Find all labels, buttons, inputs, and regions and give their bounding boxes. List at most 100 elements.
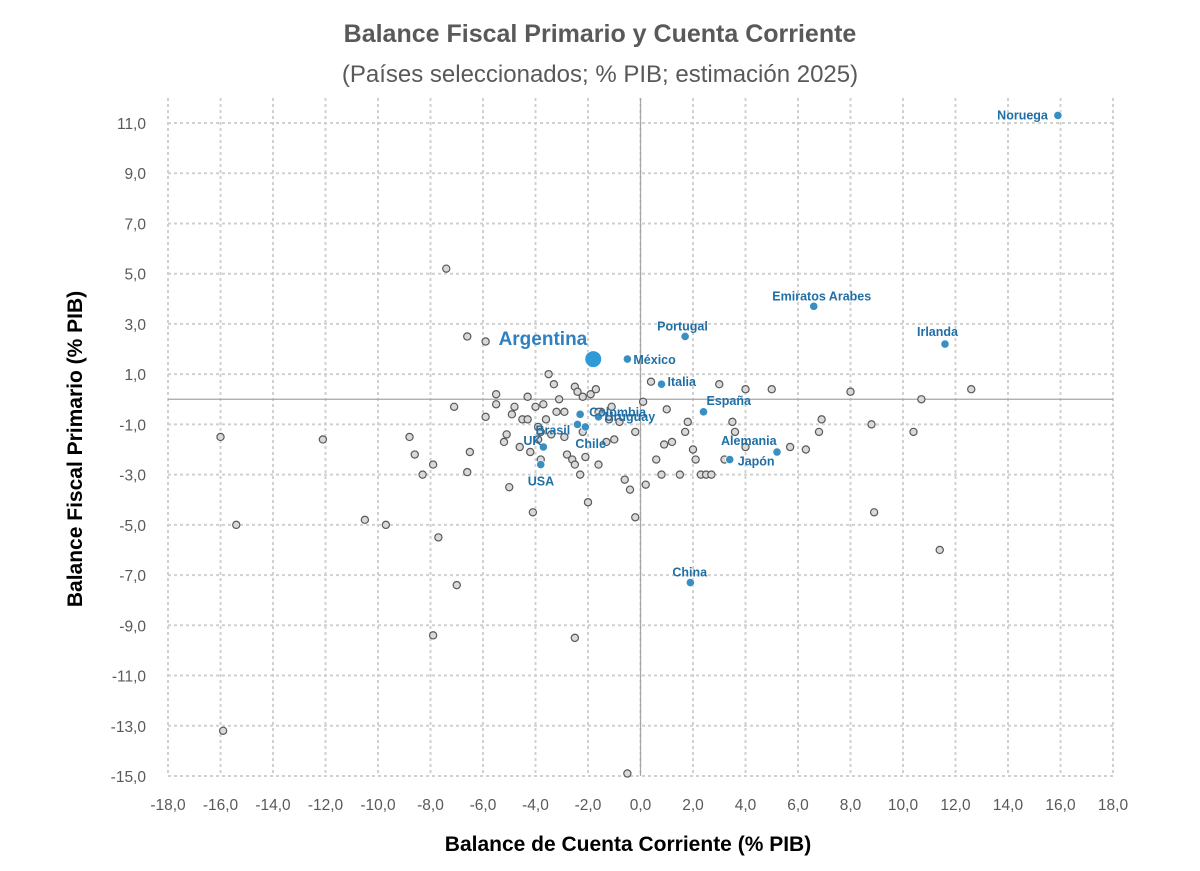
data-point: [405, 432, 414, 442]
x-tick-label: 14,0: [993, 797, 1024, 814]
data-point: [867, 420, 876, 429]
data-point: [442, 264, 451, 273]
data-point: [623, 769, 632, 778]
data-point: [560, 407, 569, 417]
data-point: [620, 475, 629, 484]
y-tick-label: 7,0: [124, 216, 146, 233]
data-point: [552, 407, 561, 417]
chart-subtitle: (Países seleccionados; % PIB; estimación…: [342, 61, 858, 88]
data-point: [515, 442, 524, 452]
data-point: [547, 430, 556, 439]
x-tick-label: 16,0: [1045, 797, 1076, 814]
x-tick-label: -14,0: [255, 797, 291, 814]
country-label: Argentina: [499, 329, 588, 350]
data-point: [741, 385, 750, 394]
data-point: [507, 410, 517, 419]
y-tick-label: -3,0: [119, 468, 146, 485]
x-tick-label: 0,0: [630, 797, 652, 814]
data-point: [570, 460, 580, 469]
data-point: [491, 400, 501, 409]
data-point: [967, 385, 976, 394]
data-point: [318, 435, 328, 444]
data-point: [814, 427, 824, 437]
y-tick-label: -15,0: [111, 769, 147, 786]
data-point: [523, 392, 532, 401]
data-point: [505, 482, 514, 492]
data-point: [869, 508, 879, 517]
highlight-point: [680, 331, 690, 342]
data-point: [232, 520, 241, 530]
data-point: [452, 580, 461, 590]
y-tick-label: 9,0: [124, 166, 146, 183]
data-point: [625, 485, 635, 494]
data-point: [675, 470, 685, 479]
y-axis-title: Balance Fiscal Primario (% PIB): [64, 291, 87, 607]
y-tick-label: 11,0: [117, 116, 146, 133]
data-point: [583, 498, 593, 507]
highlight-point: [572, 419, 583, 429]
data-point: [216, 432, 225, 442]
data-point: [604, 415, 614, 424]
highlight-point: [1053, 110, 1063, 121]
data-point: [667, 437, 677, 447]
y-tick-label: 1,0: [124, 367, 146, 384]
data-point: [728, 417, 737, 427]
x-tick-label: 18,0: [1098, 797, 1129, 814]
x-tick-label: 12,0: [940, 797, 971, 814]
data-point: [463, 332, 472, 341]
data-point: [631, 513, 640, 522]
highlight-point: [593, 412, 604, 422]
data-point: [510, 402, 519, 412]
highlight-point-argentina: [584, 350, 603, 369]
highlight-point: [656, 379, 667, 389]
data-point: [449, 402, 459, 412]
x-tick-label: 10,0: [888, 797, 919, 814]
x-tick-label: 8,0: [840, 797, 862, 814]
data-points: [216, 110, 1063, 778]
country-label: México: [633, 353, 676, 367]
data-point: [602, 437, 611, 447]
data-point: [607, 402, 616, 412]
highlight-point: [575, 409, 585, 419]
data-point: [560, 432, 569, 442]
y-tick-label: -7,0: [119, 568, 146, 585]
data-point: [594, 460, 603, 469]
data-point: [662, 405, 671, 414]
country-label: Colombia: [589, 405, 647, 419]
country-label: Uruguay: [605, 410, 656, 424]
data-point: [638, 397, 648, 406]
country-label: Emiratos Arabes: [772, 289, 871, 303]
data-point: [528, 508, 538, 517]
x-tick-label: -4,0: [522, 797, 549, 814]
data-point: [523, 415, 532, 424]
y-tick-label: 5,0: [124, 267, 146, 284]
data-point: [586, 390, 595, 399]
data-point: [360, 515, 370, 525]
country-label: Brasil: [536, 423, 571, 437]
x-tick-label: 6,0: [787, 797, 809, 814]
data-point: [541, 415, 551, 424]
data-point: [610, 435, 619, 444]
data-point: [410, 450, 419, 459]
x-tick-label: -2,0: [575, 797, 602, 814]
data-point: [917, 395, 926, 404]
data-point: [381, 520, 391, 530]
x-axis-title: Balance de Cuenta Corriente (% PIB): [445, 833, 811, 856]
x-tick-label: 4,0: [735, 797, 757, 814]
data-point: [526, 447, 535, 457]
data-point: [683, 417, 692, 427]
data-point: [581, 452, 590, 462]
data-point: [615, 417, 624, 427]
highlight-point: [940, 339, 950, 349]
x-tick-label: -16,0: [203, 797, 239, 814]
country-label: Portugal: [657, 319, 708, 333]
country-label: Alemania: [721, 434, 778, 448]
highlight-point: [725, 454, 735, 465]
highlight-point: [685, 578, 695, 588]
data-point: [502, 430, 511, 439]
data-point: [578, 392, 587, 401]
chart-title: Balance Fiscal Primario y Cuenta Corrien…: [344, 20, 857, 48]
data-point: [434, 533, 443, 542]
y-tick-label: -11,0: [112, 669, 147, 686]
country-label: España: [707, 394, 753, 408]
